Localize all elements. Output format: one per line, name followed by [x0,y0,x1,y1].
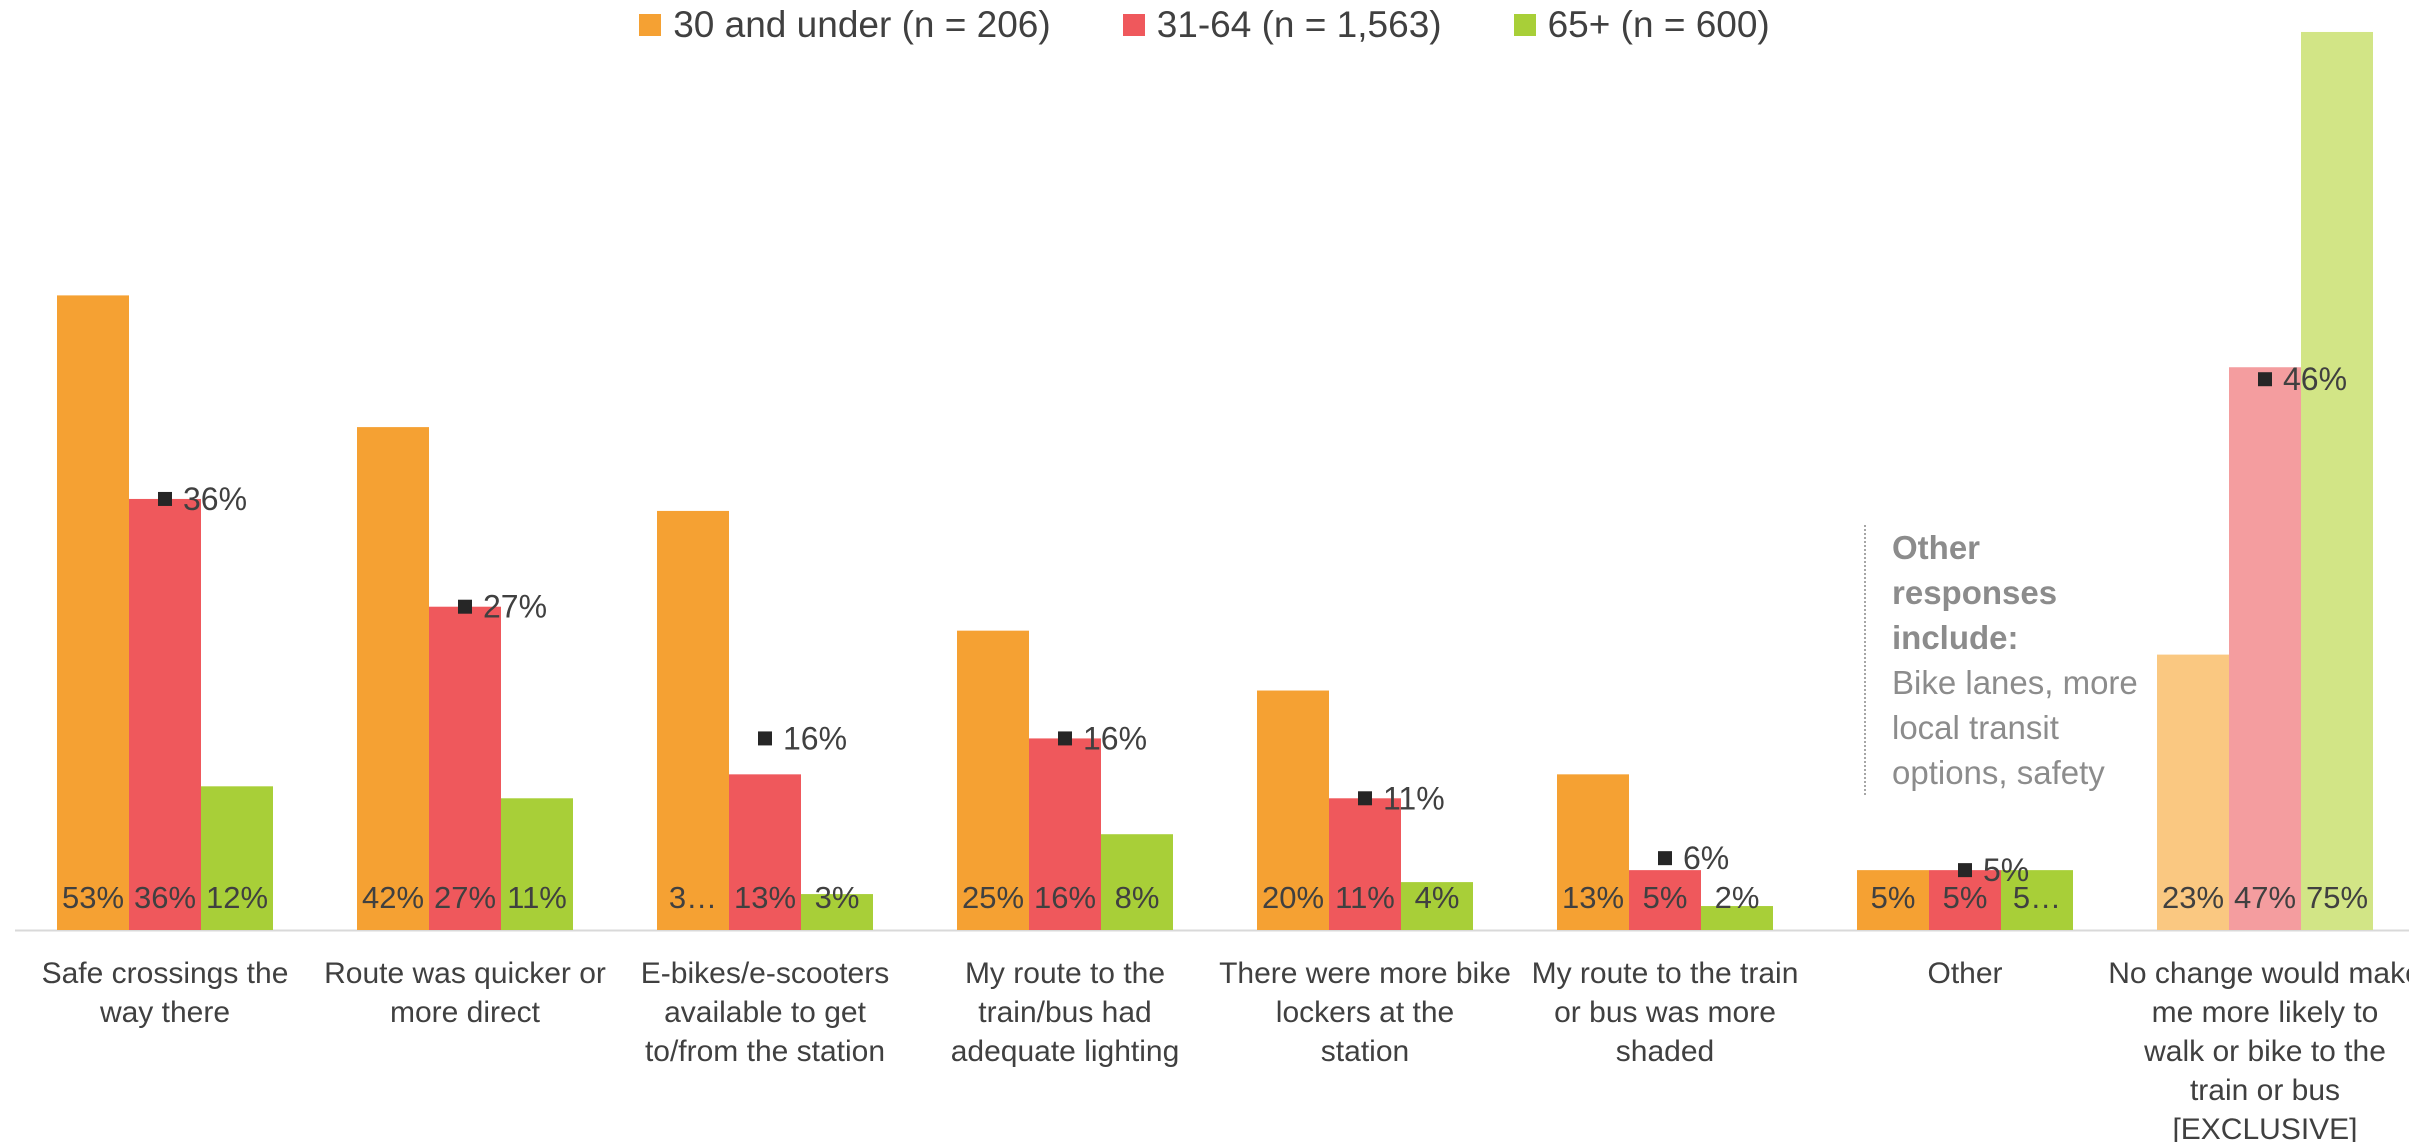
bar-category-4-series-3 [1101,834,1173,930]
x-tick-label-category-8: No change would make me more likely to wal… [2108,957,2409,1142]
data-label-category-6-series-2: 5% [1643,880,1688,915]
data-label-category-7-series-1: 5% [1871,880,1916,915]
bar-category-6-series-2 [1629,870,1701,930]
marker-category-1 [158,491,172,506]
x-tick-label-category-2: Route was quicker or more direct [324,957,606,1029]
bar-category-1-series-2 [129,498,201,930]
marker-category-8 [2258,372,2272,387]
x-tick-label-category-7: Other [1927,957,2002,990]
data-label-category-5-series-2: 11% [1335,880,1395,915]
bar-category-1-series-1 [57,295,129,930]
bar-category-4-series-1 [957,630,1029,930]
data-label-category-7-series-3: 5… [2013,880,2061,915]
data-label-category-1-series-2: 36% [134,880,196,915]
legend-item-31-64: 31-64 (n = 1,563) [1122,4,1442,46]
bar-category-8-series-1 [2157,654,2229,930]
data-label-category-3-series-1: 3… [669,880,717,915]
marker-label-category-8: 46% [2283,361,2347,397]
legend-label-65-plus: 65+ (n = 600) [1547,4,1770,45]
bar-category-8-series-3 [2301,31,2373,930]
bar-category-4-series-2 [1029,738,1101,930]
x-tick-label-category-6: My route to the train or bus was more shad… [1532,957,1799,1068]
bar-category-1-series-3 [201,786,273,930]
data-label-category-3-series-3: 3% [815,880,860,915]
marker-label-category-3: 16% [783,720,847,756]
note-body: Bike lanes, more local transit options, … [1892,664,2138,791]
data-label-category-2-series-3: 11% [507,880,567,915]
note-heading: Other responses include: [1892,529,2058,656]
data-label-category-5-series-3: 4% [1415,880,1460,915]
data-label-category-7-series-2: 5% [1943,880,1988,915]
marker-category-4 [1058,731,1072,746]
data-label-category-1-series-3: 12% [206,880,268,915]
data-label-category-4-series-3: 8% [1115,880,1160,915]
x-tick-label-category-1: Safe crossings the way there [42,957,289,1029]
bar-category-3-series-3 [801,894,873,930]
data-label-category-6-series-1: 13% [1562,880,1624,915]
data-label-category-4-series-2: 16% [1034,880,1096,915]
legend-swatch-65-plus [1513,14,1536,36]
legend-item-30-and-under: 30 and under (n = 206) [639,4,1051,46]
bar-category-3-series-2 [729,774,801,930]
marker-category-5 [1358,791,1372,806]
data-label-category-1-series-1: 53% [62,880,124,915]
legend-swatch-31-64 [1122,14,1145,36]
x-tick-label-category-4: My route to the train/bus had adequate lig… [951,957,1180,1068]
marker-label-category-4: 16% [1083,720,1147,756]
bar-category-7-series-3 [2001,870,2073,930]
bar-category-5-series-1 [1257,690,1329,930]
other-responses-note: Other responses include: Bike lanes, mor… [1864,525,2152,795]
marker-label-category-6: 6% [1683,840,1729,876]
marker-label-category-7: 5% [1983,852,2029,888]
data-label-category-8-series-2: 47% [2234,880,2296,915]
bar-category-5-series-3 [1401,882,1473,930]
bar-category-2-series-3 [501,798,573,930]
bar-category-7-series-2 [1929,870,2001,930]
bar-category-5-series-2 [1329,798,1401,930]
marker-category-7 [1958,863,1972,878]
marker-category-6 [1658,851,1672,866]
data-label-category-6-series-3: 2% [1715,880,1760,915]
bar-category-3-series-1 [657,510,729,930]
data-label-category-2-series-1: 42% [362,880,424,915]
data-label-category-5-series-1: 20% [1262,880,1324,915]
legend: 30 and under (n = 206) 31-64 (n = 1,563)… [0,4,2409,46]
legend-item-65-plus: 65+ (n = 600) [1513,4,1770,46]
marker-label-category-2: 27% [483,589,547,625]
bar-category-6-series-3 [1701,906,1773,930]
bar-category-7-series-1 [1857,870,1929,930]
marker-category-2 [458,599,472,614]
data-label-category-2-series-2: 27% [434,880,496,915]
x-tick-label-category-3: E-bikes/e-scooters available to get to/fro… [641,957,889,1068]
bar-category-2-series-1 [357,427,429,930]
legend-swatch-30-and-under [639,14,662,36]
data-label-category-3-series-2: 13% [734,880,796,915]
bar-category-2-series-2 [429,606,501,930]
data-label-category-4-series-1: 25% [962,880,1024,915]
data-label-category-8-series-1: 23% [2162,880,2224,915]
marker-label-category-1: 36% [183,481,247,517]
x-tick-label-category-5: There were more bike lockers at the statio… [1219,957,1511,1068]
marker-category-3 [758,731,772,746]
legend-label-30-and-under: 30 and under (n = 206) [673,4,1051,45]
legend-label-31-64: 31-64 (n = 1,563) [1156,4,1442,45]
bar-category-8-series-2 [2229,367,2301,931]
data-label-category-8-series-3: 75% [2306,880,2368,915]
bar-category-6-series-1 [1557,774,1629,930]
marker-label-category-5: 11% [1383,780,1445,816]
